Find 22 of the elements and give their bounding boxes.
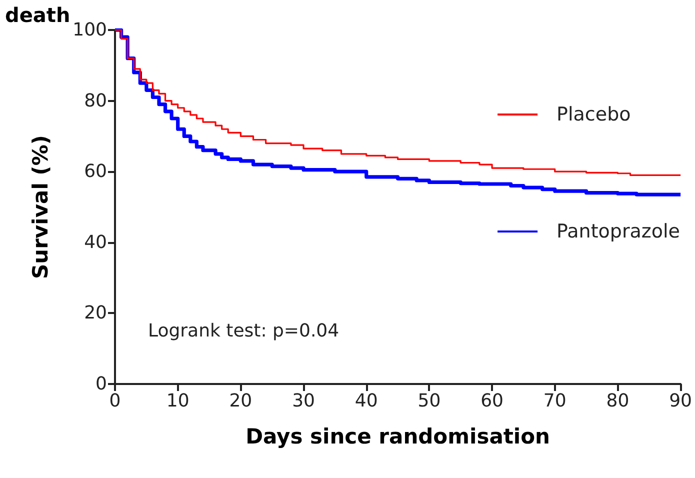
y-tick-label: 100	[72, 20, 107, 40]
y-tick-label: 60	[84, 161, 107, 182]
y-tick-label: 0	[96, 374, 107, 394]
y-tick-label: 40	[84, 232, 107, 253]
legend-label: Pantoprazole	[556, 220, 680, 242]
y-axis-title: Survival (%)	[28, 135, 52, 279]
y-tick-label: 20	[84, 302, 107, 324]
x-axis-title: Days since randomisation	[246, 424, 550, 448]
x-tick-label: 10	[166, 390, 190, 412]
x-tick-label: 40	[354, 390, 378, 412]
chart-title: death	[5, 3, 70, 27]
x-tick-label: 20	[229, 390, 252, 412]
x-tick-label: 50	[418, 390, 441, 412]
x-tick-label: 70	[543, 390, 566, 412]
x-tick-label: 0	[109, 390, 121, 412]
x-tick-label: 30	[292, 390, 315, 412]
x-tick-label: 60	[480, 390, 504, 412]
annotation: Logrank test: p=0.04	[148, 320, 340, 342]
x-tick-label: 80	[606, 390, 630, 412]
y-tick-label: 80	[84, 90, 107, 112]
x-tick-label: 90	[669, 390, 692, 412]
legend-label: Placebo	[556, 104, 631, 126]
